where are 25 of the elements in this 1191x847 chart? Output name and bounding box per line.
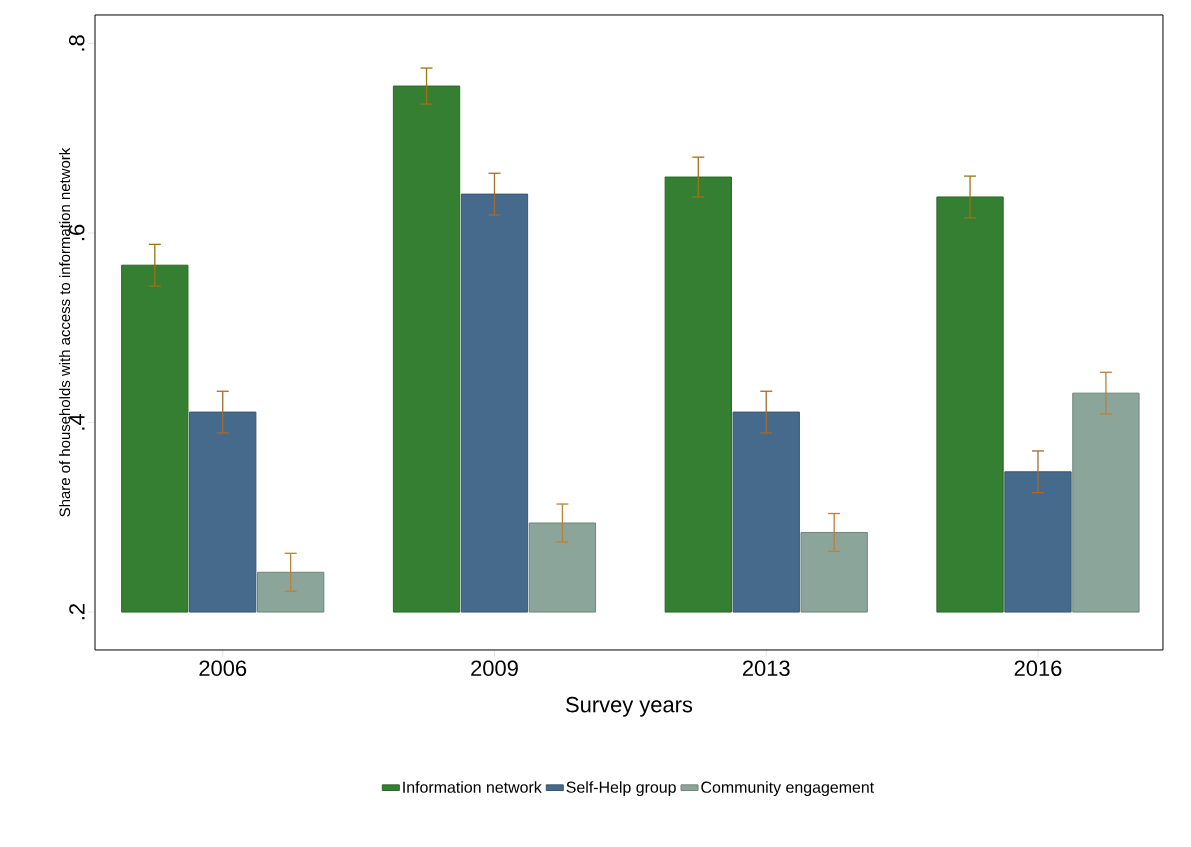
bar <box>392 85 461 613</box>
x-tick-label: 2013 <box>742 660 790 677</box>
bar <box>257 571 325 613</box>
y-tick-label: .8 <box>68 35 85 51</box>
bar <box>189 411 257 613</box>
x-tick-label: 2006 <box>199 660 247 677</box>
bar <box>121 264 189 613</box>
x-tick-label: 2016 <box>1014 660 1062 677</box>
bar <box>800 531 868 613</box>
bar <box>1004 471 1072 613</box>
bar <box>936 196 1004 613</box>
legend-label: Self-Help group <box>566 781 676 797</box>
y-axis-title: Share of households with access to information network <box>59 147 71 517</box>
legend-label: Information network <box>403 781 542 793</box>
y-tick-label: .4 <box>69 414 85 430</box>
bar <box>1072 392 1140 613</box>
y-tick-label: .2 <box>69 604 85 620</box>
bar <box>732 411 800 613</box>
x-axis-title: Survey years <box>566 696 693 717</box>
legend-label: Community engagement <box>701 781 875 797</box>
bar <box>528 522 597 613</box>
y-tick-label: .6 <box>68 224 85 241</box>
bar <box>664 176 732 613</box>
x-tick-label: 2009 <box>471 660 518 677</box>
bar <box>460 193 529 613</box>
